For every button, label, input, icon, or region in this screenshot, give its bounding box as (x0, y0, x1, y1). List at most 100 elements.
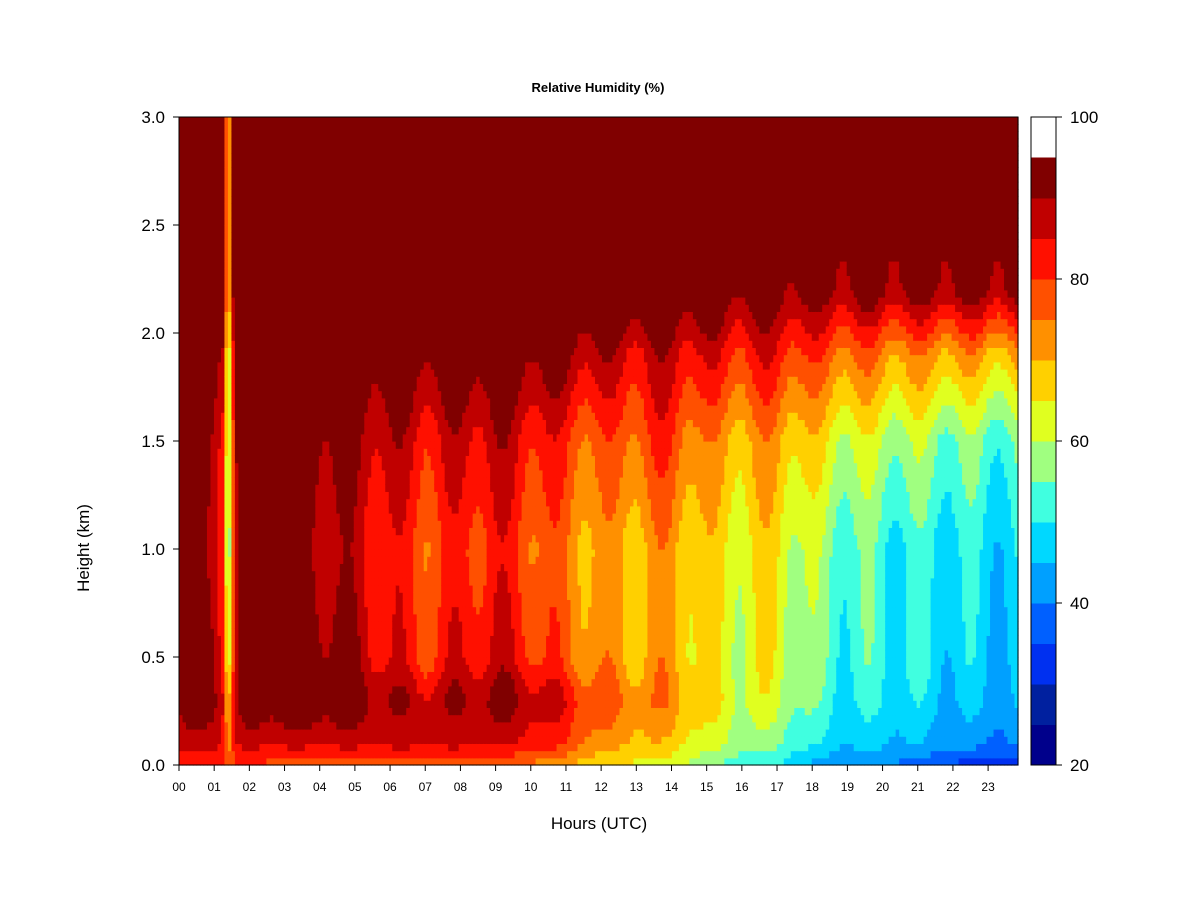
heatmap-cell (256, 477, 260, 485)
heatmap-cell (301, 491, 305, 499)
heatmap-cell (228, 535, 232, 543)
heatmap-cell (273, 751, 277, 759)
heatmap-cell (259, 664, 263, 672)
heatmap-cell (242, 585, 246, 593)
heatmap-cell (333, 355, 337, 363)
heatmap-cell (238, 650, 242, 658)
heatmap-cell (326, 405, 330, 413)
heatmap-cell (263, 196, 267, 204)
heatmap-cell (210, 542, 214, 550)
heatmap-cell (287, 571, 291, 579)
heatmap-cell (200, 484, 204, 492)
heatmap-cell (357, 232, 361, 240)
heatmap-cell (266, 419, 270, 427)
heatmap-cell (273, 319, 277, 327)
heatmap-cell (350, 297, 354, 305)
heatmap-cell (312, 412, 316, 420)
heatmap-cell (196, 650, 200, 658)
heatmap-cell (350, 290, 354, 298)
heatmap-cell (308, 398, 312, 406)
heatmap-cell (326, 211, 330, 219)
heatmap-cell (217, 427, 221, 435)
heatmap-cell (228, 484, 232, 492)
heatmap-cell (266, 628, 270, 636)
heatmap-cell (214, 319, 218, 327)
heatmap-cell (340, 607, 344, 615)
heatmap-cell (196, 693, 200, 701)
heatmap-cell (196, 499, 200, 507)
heatmap-cell (221, 326, 225, 334)
heatmap-cell (361, 355, 365, 363)
heatmap-cell (210, 679, 214, 687)
heatmap-cell (256, 513, 260, 521)
heatmap-cell (354, 657, 358, 665)
heatmap-cell (263, 261, 267, 269)
heatmap-cell (235, 556, 239, 564)
heatmap-cell (284, 175, 288, 183)
heatmap-cell (319, 160, 323, 168)
heatmap-cell (326, 160, 330, 168)
heatmap-cell (361, 261, 365, 269)
heatmap-cell (301, 520, 305, 528)
heatmap-cell (333, 664, 337, 672)
heatmap-cell (193, 693, 197, 701)
heatmap-cell (186, 535, 190, 543)
heatmap-cell (343, 189, 347, 197)
heatmap-cell (228, 239, 232, 247)
heatmap-cell (333, 290, 337, 298)
heatmap-cell (235, 563, 239, 571)
heatmap-cell (361, 139, 365, 147)
heatmap-cell (200, 599, 204, 607)
heatmap-cell (228, 283, 232, 291)
heatmap-cell (308, 189, 312, 197)
heatmap-cell (238, 679, 242, 687)
heatmap-cell (368, 434, 372, 442)
heatmap-cell (333, 556, 337, 564)
heatmap-cell (329, 333, 333, 341)
heatmap-cell (259, 319, 263, 327)
heatmap-cell (217, 585, 221, 593)
heatmap-cell (357, 614, 361, 622)
heatmap-cell (315, 643, 319, 651)
heatmap-cell (364, 203, 368, 211)
heatmap-cell (277, 621, 281, 629)
heatmap-cell (242, 679, 246, 687)
heatmap-cell (196, 441, 200, 449)
heatmap-cell (277, 160, 281, 168)
heatmap-cell (203, 247, 207, 255)
heatmap-cell (224, 146, 228, 154)
heatmap-cell (361, 131, 365, 139)
heatmap-cell (308, 657, 312, 665)
heatmap-cell (294, 621, 298, 629)
heatmap-cell (186, 275, 190, 283)
heatmap-cell (319, 743, 323, 751)
heatmap-cell (357, 643, 361, 651)
heatmap-cell (280, 599, 284, 607)
heatmap-cell (259, 398, 263, 406)
heatmap-cell (263, 211, 267, 219)
heatmap-cell (315, 693, 319, 701)
heatmap-cell (287, 578, 291, 586)
heatmap-cell (371, 686, 375, 694)
heatmap-cell (322, 355, 326, 363)
heatmap-cell (354, 160, 358, 168)
heatmap-cell (357, 297, 361, 305)
heatmap-cell (217, 571, 221, 579)
heatmap-cell (210, 506, 214, 514)
heatmap-cell (207, 355, 211, 363)
heatmap-cell (326, 513, 330, 521)
heatmap-cell (193, 261, 197, 269)
heatmap-cell (214, 362, 218, 370)
heatmap-cell (368, 117, 372, 125)
heatmap-cell (214, 304, 218, 312)
heatmap-cell (301, 254, 305, 262)
heatmap-cell (361, 304, 365, 312)
heatmap-cell (179, 563, 183, 571)
heatmap-cell (214, 131, 218, 139)
heatmap-cell (259, 628, 263, 636)
heatmap-cell (312, 693, 316, 701)
heatmap-cell (319, 751, 323, 759)
heatmap-cell (361, 621, 365, 629)
heatmap-cell (249, 117, 253, 125)
heatmap-cell (249, 499, 253, 507)
